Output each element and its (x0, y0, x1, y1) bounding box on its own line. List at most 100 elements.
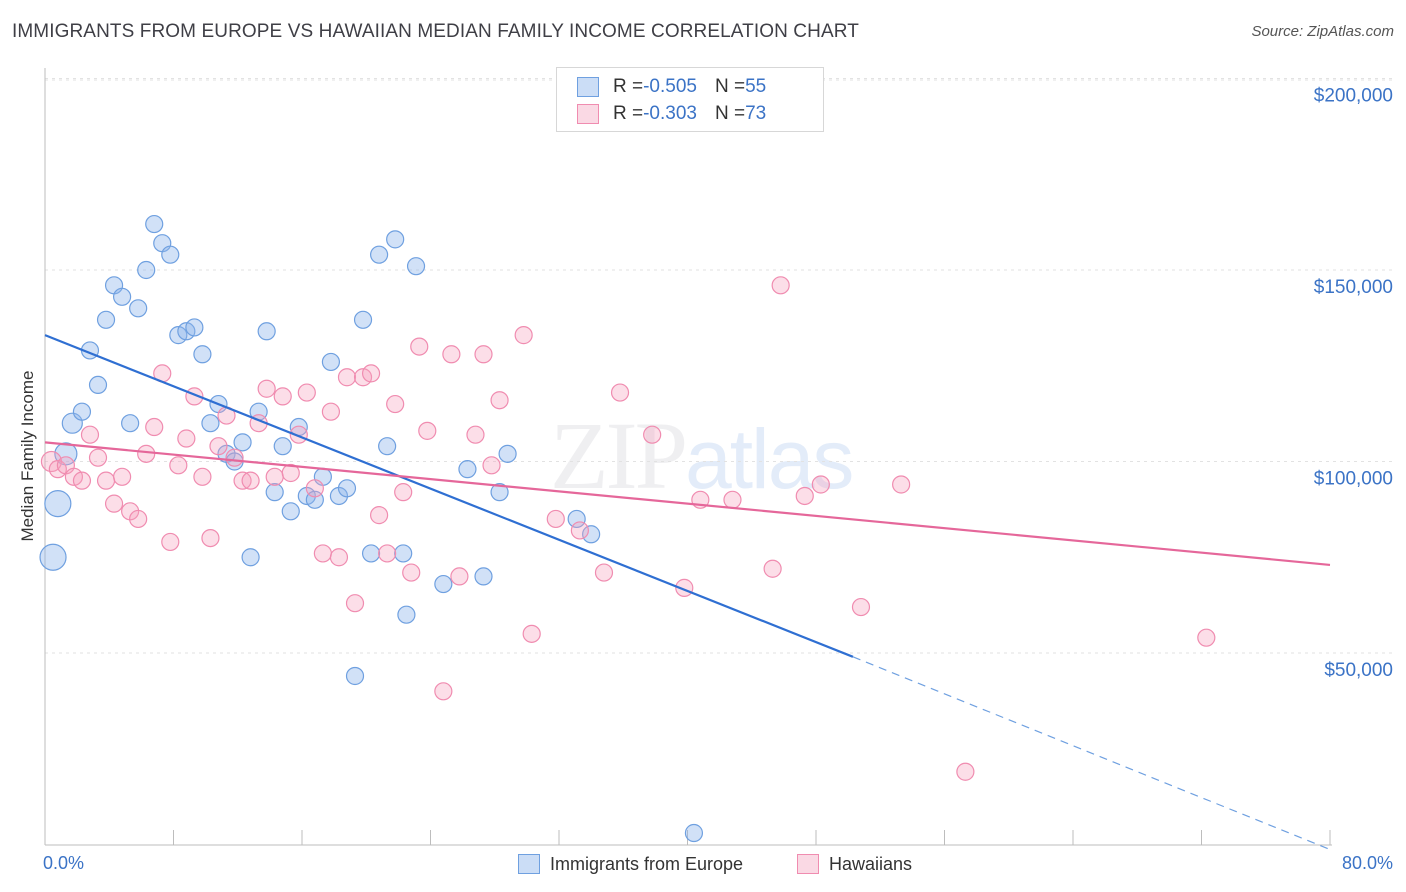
data-point-hawaiians (410, 337, 429, 356)
data-point-hawaiians (145, 417, 164, 437)
bottom-legend-hawaiians: Hawaiians (797, 852, 912, 876)
data-point-hawaiians (442, 345, 461, 364)
trendline-hawaiians (44, 441, 1331, 567)
correlation-legend: R = -0.505 N = 55 R = -0.303 N = 73 (556, 67, 824, 132)
legend-n-label: N = (714, 76, 746, 97)
y-tick-label: $200,000 (1314, 86, 1393, 107)
data-point-europe (44, 490, 72, 518)
data-point-hawaiians (321, 402, 341, 421)
data-point-hawaiians (466, 425, 485, 444)
y-tick-label: $150,000 (1314, 277, 1393, 298)
data-point-hawaiians (80, 425, 100, 444)
bottom-legend-label-hawaiians: Hawaiians (829, 853, 913, 874)
data-point-hawaiians (402, 563, 421, 582)
data-point-europe (112, 287, 132, 306)
data-point-europe (137, 260, 156, 280)
data-point-hawaiians (851, 597, 871, 617)
data-point-europe (241, 548, 260, 567)
x-tick-label-max: 80.0% (1342, 853, 1393, 873)
legend-row-europe: R = -0.505 N = 55 (577, 74, 766, 100)
legend-swatch-hawaiians (577, 104, 599, 124)
data-point-europe (394, 544, 413, 563)
data-point-hawaiians (594, 563, 614, 582)
data-point-europe (145, 214, 164, 234)
data-point-europe (582, 525, 601, 544)
data-point-europe (129, 299, 148, 318)
data-point-hawaiians (96, 471, 116, 490)
data-point-hawaiians (522, 624, 541, 643)
data-point-hawaiians (450, 567, 469, 586)
data-point-hawaiians (337, 368, 357, 387)
data-point-hawaiians (161, 532, 180, 552)
data-points (39, 214, 1216, 843)
data-point-hawaiians (257, 379, 276, 398)
data-point-europe (386, 230, 405, 249)
data-point-hawaiians (225, 448, 244, 467)
data-point-hawaiians (88, 448, 108, 467)
grid (45, 78, 1395, 654)
data-point-hawaiians (514, 326, 533, 345)
bottom-legend-label-europe: Immigrants from Europe (550, 853, 744, 874)
bottom-legend-swatch-hawaiians (797, 854, 819, 874)
data-point-europe (201, 414, 220, 433)
data-point-hawaiians (418, 421, 437, 440)
bottom-legend-swatch-europe (518, 854, 540, 874)
data-point-europe (370, 245, 389, 264)
data-point-europe (378, 437, 397, 456)
legend-n-value: 73 (745, 103, 767, 124)
data-point-hawaiians (490, 391, 509, 410)
y-tick-label: $100,000 (1314, 469, 1393, 490)
data-point-hawaiians (643, 425, 662, 444)
data-point-europe (257, 322, 276, 341)
data-point-europe (96, 310, 116, 329)
data-point-hawaiians (610, 383, 630, 402)
data-point-europe (474, 567, 493, 586)
data-point-hawaiians (177, 429, 196, 448)
trend-lines (44, 334, 1331, 851)
data-point-europe (72, 402, 92, 421)
trendline-europe-extension (852, 656, 1331, 851)
data-point-hawaiians (265, 467, 284, 486)
data-point-hawaiians (546, 509, 565, 529)
data-point-europe (265, 483, 284, 502)
legend-swatch-europe (577, 77, 599, 97)
data-point-hawaiians (811, 475, 830, 494)
data-point-europe (397, 605, 416, 624)
legend-r-label: R = (613, 76, 644, 97)
data-point-europe (567, 509, 586, 529)
bottom-legend-europe: Immigrants from Europe (518, 852, 743, 876)
data-point-hawaiians (297, 383, 316, 402)
data-point-europe (490, 483, 509, 502)
data-point-hawaiians (281, 463, 300, 483)
legend-n-label: N = (714, 103, 746, 124)
data-point-hawaiians (434, 682, 453, 701)
data-point-hawaiians (370, 506, 389, 525)
trendline-europe (44, 334, 854, 658)
data-point-hawaiians (137, 444, 156, 463)
data-point-europe (193, 345, 212, 364)
data-point-europe (281, 502, 300, 521)
data-point-europe (321, 352, 341, 372)
data-point-europe (361, 544, 381, 563)
data-point-hawaiians (763, 559, 782, 578)
data-point-hawaiians (305, 479, 324, 498)
data-point-hawaiians (795, 486, 814, 506)
data-point-europe (121, 414, 140, 433)
data-point-europe (233, 433, 252, 452)
chart-title: IMMIGRANTS FROM EUROPE VS HAWAIIAN MEDIA… (12, 21, 859, 42)
data-point-hawaiians (386, 394, 405, 414)
data-point-hawaiians (723, 490, 742, 509)
data-point-europe (39, 543, 67, 571)
data-point-europe (434, 574, 453, 594)
data-point-europe (88, 375, 108, 394)
data-point-hawaiians (201, 528, 220, 548)
data-point-europe (273, 437, 292, 456)
data-point-hawaiians (956, 762, 975, 781)
data-point-europe (353, 310, 373, 329)
data-point-hawaiians (193, 467, 212, 486)
axes (44, 68, 1332, 846)
watermark: ZIPatlas (550, 400, 854, 511)
data-point-europe (684, 823, 704, 843)
legend-row-hawaiians: R = -0.303 N = 73 (577, 101, 766, 127)
